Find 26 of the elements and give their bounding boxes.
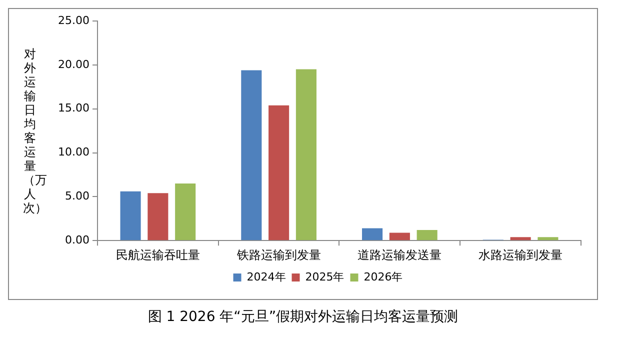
y-tick-label: 5.00: [64, 190, 90, 203]
bar: [362, 228, 383, 240]
x-tick-label: 道路运输发送量: [358, 248, 442, 262]
legend-label: 2026年: [364, 270, 403, 284]
bar: [296, 69, 316, 240]
legend-label: 2024年: [246, 270, 286, 284]
y-tick-label: 20.00: [58, 58, 90, 71]
x-tick-label: 民航运输吞吐量: [116, 248, 200, 262]
bar: [416, 230, 438, 240]
bar: [148, 193, 168, 240]
bar: [120, 191, 141, 240]
bar: [510, 237, 531, 240]
x-tick-label: 水路运输到发量: [478, 248, 563, 262]
bar: [389, 232, 410, 240]
bar: [175, 184, 196, 240]
x-tick-label: 铁路运输到发量: [236, 248, 321, 262]
caption: 图 1 2026 年“元旦”假期对外运输日均客运量预测: [146, 308, 460, 326]
y-tick-label: 15.00: [58, 102, 90, 115]
y-tick-label: 0.00: [64, 233, 90, 246]
legend-label: 2025年: [305, 270, 344, 284]
y-tick-label: 10.00: [58, 146, 90, 159]
bar: [241, 70, 262, 240]
bar: [268, 105, 290, 240]
bar: [538, 237, 558, 240]
text: 对外运输日均客运量（万人次）: [23, 47, 47, 215]
y-tick-label: 25.00: [58, 14, 90, 27]
